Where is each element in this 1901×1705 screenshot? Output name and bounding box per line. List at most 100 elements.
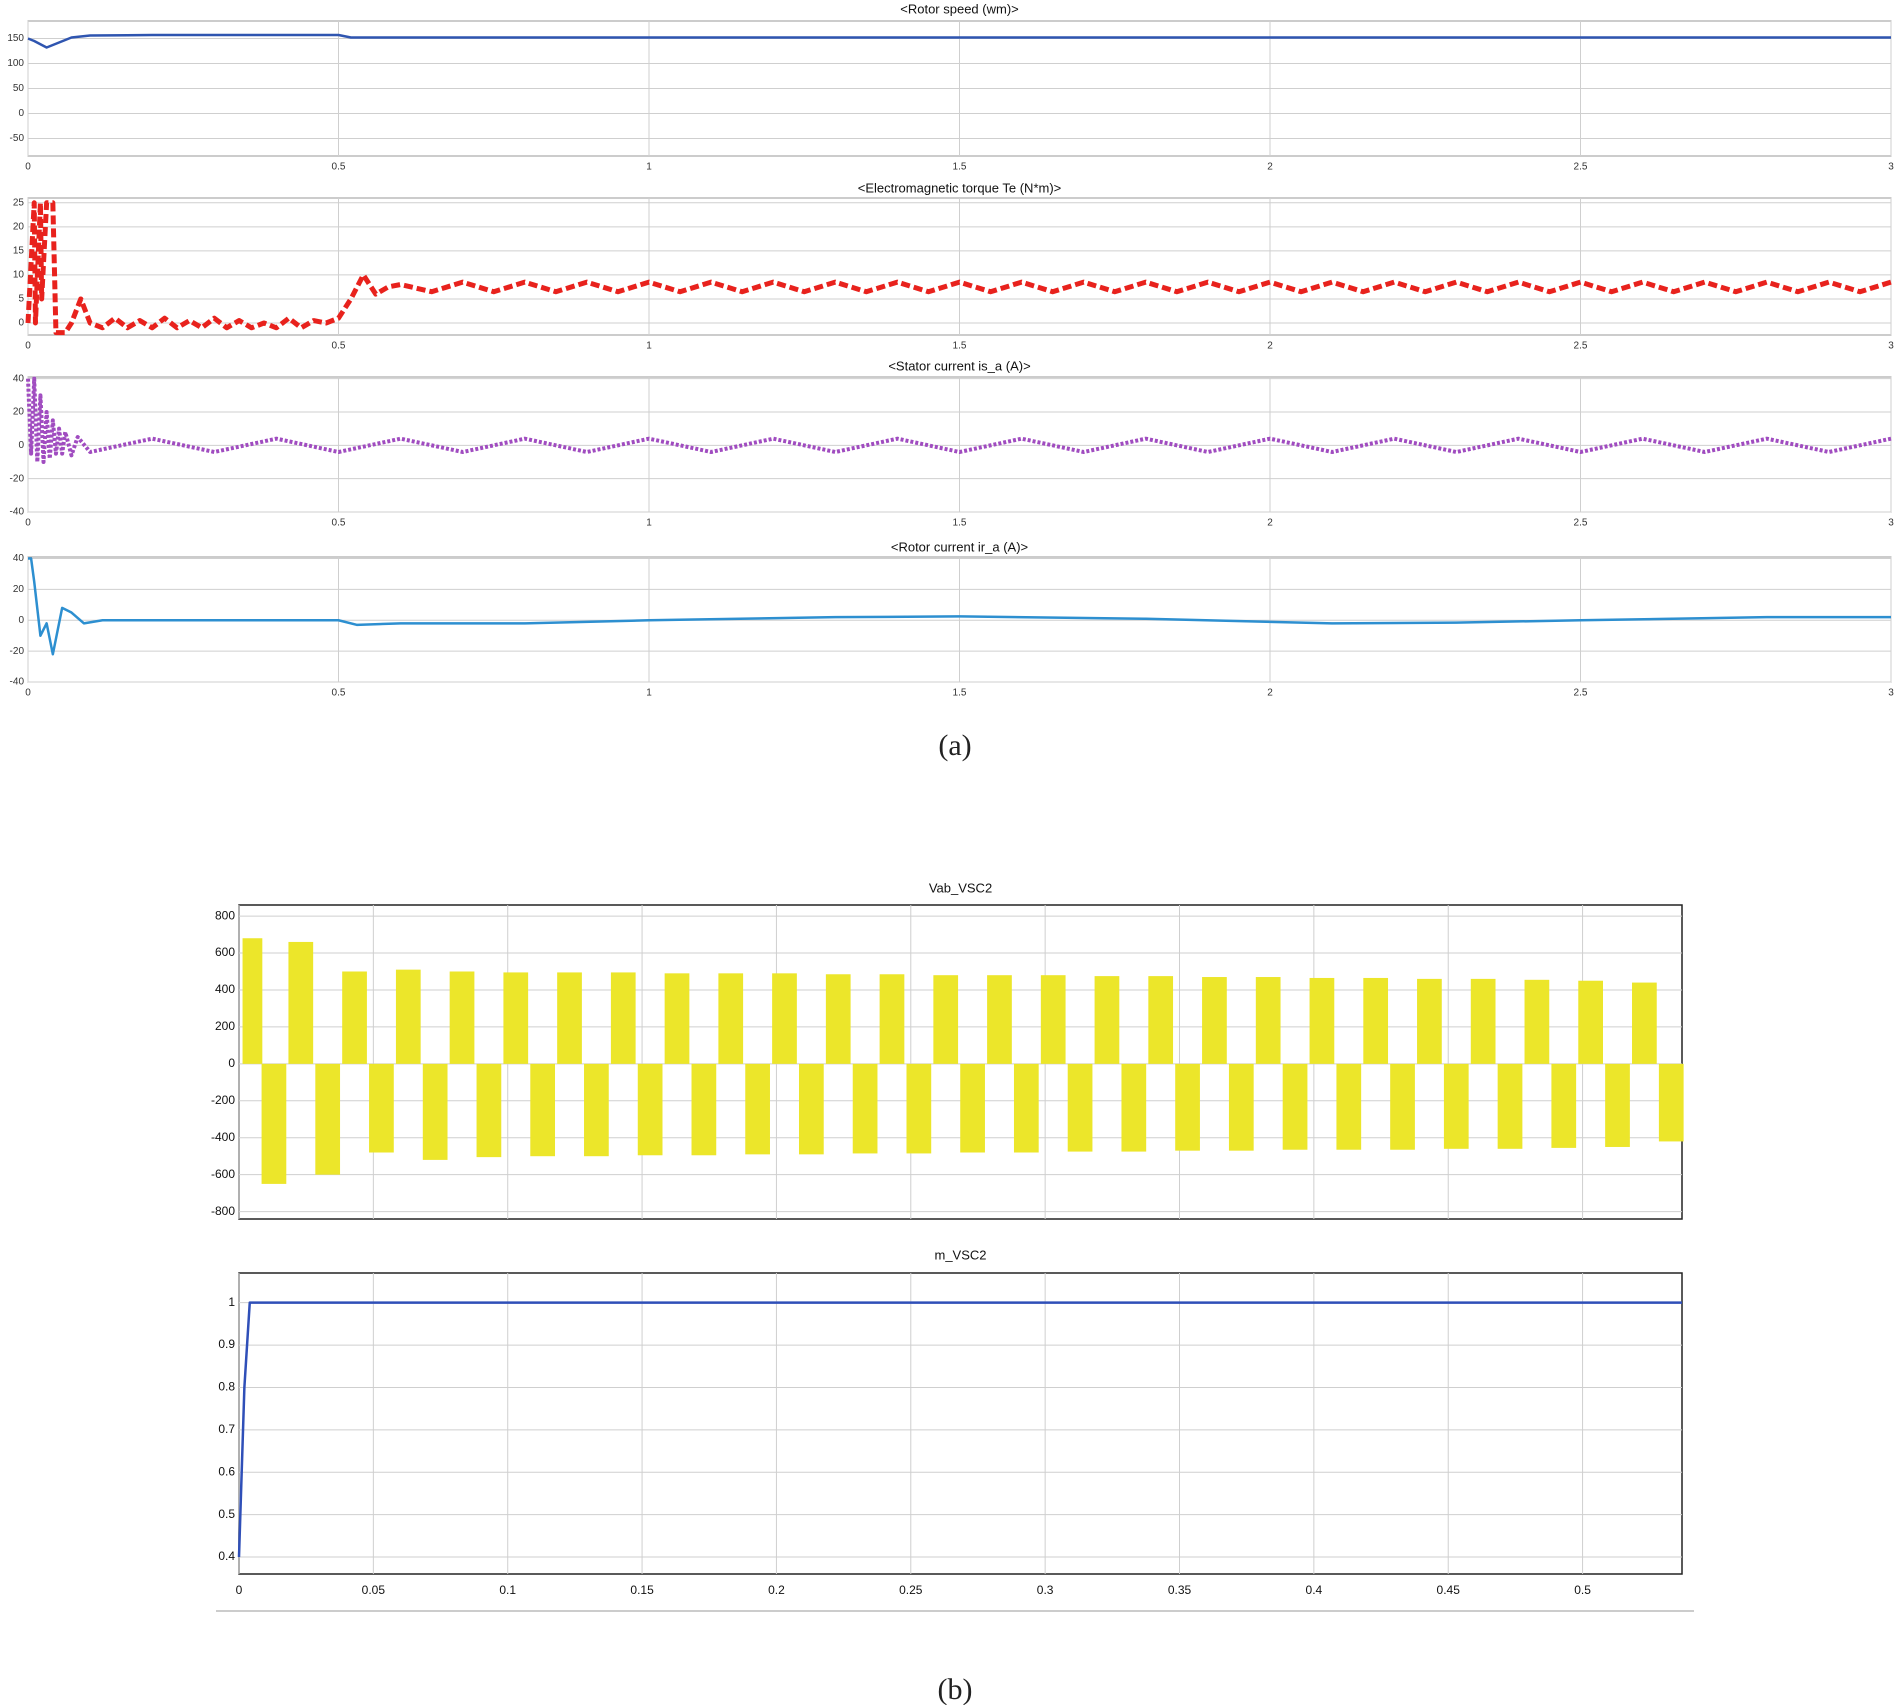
x-tick-label: 0 <box>236 1583 243 1597</box>
y-tick-label: 0 <box>18 108 24 119</box>
y-tick-label: 1 <box>228 1295 235 1309</box>
y-tick-label: 800 <box>215 908 235 922</box>
y-tick-label: 15 <box>13 246 25 257</box>
x-tick-label: 1 <box>646 162 652 173</box>
y-tick-label: -600 <box>211 1167 235 1181</box>
bar <box>1309 977 1335 1064</box>
bar <box>1497 1063 1523 1149</box>
y-tick-label: -20 <box>10 646 25 657</box>
bar <box>718 973 744 1064</box>
bar <box>261 1063 287 1184</box>
x-tick-label: 2.5 <box>1574 518 1588 529</box>
bar <box>1470 978 1496 1064</box>
y-tick-label: 40 <box>13 373 25 384</box>
x-tick-label: 2.5 <box>1574 341 1588 352</box>
chart-title: <Stator current is_a (A)> <box>888 358 1030 373</box>
x-tick-label: 0 <box>25 341 31 352</box>
x-tick-label: 0.5 <box>332 341 346 352</box>
x-tick-label: 0.5 <box>332 162 346 173</box>
y-tick-label: 10 <box>13 270 25 281</box>
x-tick-label: 1.5 <box>953 518 967 529</box>
x-tick-label: 0.5 <box>1574 1583 1591 1597</box>
y-tick-label: -20 <box>10 473 25 484</box>
data-line <box>26 376 1892 464</box>
chart-title: m_VSC2 <box>934 1247 986 1262</box>
bar <box>395 969 421 1064</box>
x-tick-label: 0.5 <box>332 518 346 529</box>
bar <box>584 1063 609 1157</box>
bar <box>1040 975 1066 1064</box>
x-tick-label: 1.5 <box>953 162 967 173</box>
bar <box>315 1063 341 1175</box>
data-line <box>25 200 1892 336</box>
y-tick-label: 0 <box>18 318 24 329</box>
y-tick-label: 50 <box>13 83 25 94</box>
bar <box>1390 1063 1415 1150</box>
bar <box>342 971 367 1064</box>
x-tick-label: 2 <box>1267 162 1273 173</box>
y-tick-label: 100 <box>7 58 24 69</box>
bar <box>1067 1063 1093 1152</box>
y-tick-label: 20 <box>13 407 25 418</box>
bar <box>557 972 582 1064</box>
x-tick-label: 2 <box>1267 518 1273 529</box>
y-tick-label: 400 <box>215 982 235 996</box>
x-tick-label: 0.35 <box>1168 1583 1192 1597</box>
x-tick-label: 0 <box>25 688 31 699</box>
bar <box>772 973 797 1064</box>
bar <box>1578 980 1603 1064</box>
figure-label: (b) <box>938 1673 973 1705</box>
bar <box>745 1063 770 1155</box>
plot-area <box>238 1272 1683 1575</box>
bar <box>799 1063 824 1155</box>
bar <box>476 1063 502 1158</box>
y-tick-label: 20 <box>13 221 25 232</box>
y-tick-label: -200 <box>211 1093 235 1107</box>
bar <box>906 1063 932 1154</box>
y-tick-label: 0.4 <box>218 1549 235 1563</box>
x-tick-label: 1.5 <box>953 688 967 699</box>
chart-title: <Rotor current ir_a (A)> <box>891 539 1028 554</box>
y-tick-label: -400 <box>211 1130 235 1144</box>
y-tick-label: 0 <box>228 1056 235 1070</box>
bar <box>1148 976 1174 1064</box>
chart-title: Vab_VSC2 <box>929 880 992 895</box>
x-tick-label: 2.5 <box>1574 162 1588 173</box>
data-line <box>27 33 1891 49</box>
bar <box>1658 1063 1684 1142</box>
x-tick-label: 0.1 <box>499 1583 516 1597</box>
x-tick-label: 0.05 <box>362 1583 386 1597</box>
bar <box>422 1063 448 1160</box>
data-line <box>237 1301 1682 1558</box>
x-tick-label: 2 <box>1267 688 1273 699</box>
bar <box>1121 1063 1147 1152</box>
y-tick-label: 0.8 <box>218 1380 235 1394</box>
x-tick-label: 3 <box>1888 162 1894 173</box>
x-tick-label: 1 <box>646 518 652 529</box>
x-tick-label: 2 <box>1267 341 1273 352</box>
bar <box>1443 1063 1469 1149</box>
bar <box>960 1063 985 1153</box>
bar <box>1013 1063 1039 1153</box>
x-tick-label: 1 <box>646 341 652 352</box>
bar <box>1605 1063 1630 1147</box>
bar <box>242 938 263 1064</box>
x-tick-label: 0 <box>25 518 31 529</box>
bar <box>691 1063 717 1156</box>
x-tick-label: 2.5 <box>1574 688 1588 699</box>
y-tick-label: 0.5 <box>218 1507 235 1521</box>
x-tick-label: 0.3 <box>1037 1583 1054 1597</box>
chart-title: <Rotor speed (wm)> <box>900 1 1019 16</box>
y-tick-label: 0 <box>18 440 24 451</box>
y-tick-label: 40 <box>13 553 25 564</box>
x-tick-label: 1.5 <box>953 341 967 352</box>
bar <box>1363 977 1389 1064</box>
bar <box>1524 979 1550 1064</box>
bar <box>852 1063 878 1154</box>
bar <box>987 975 1012 1064</box>
x-tick-label: 0.4 <box>1306 1583 1323 1597</box>
bar <box>449 971 475 1064</box>
y-tick-label: 600 <box>215 945 235 959</box>
bar <box>1632 982 1657 1064</box>
